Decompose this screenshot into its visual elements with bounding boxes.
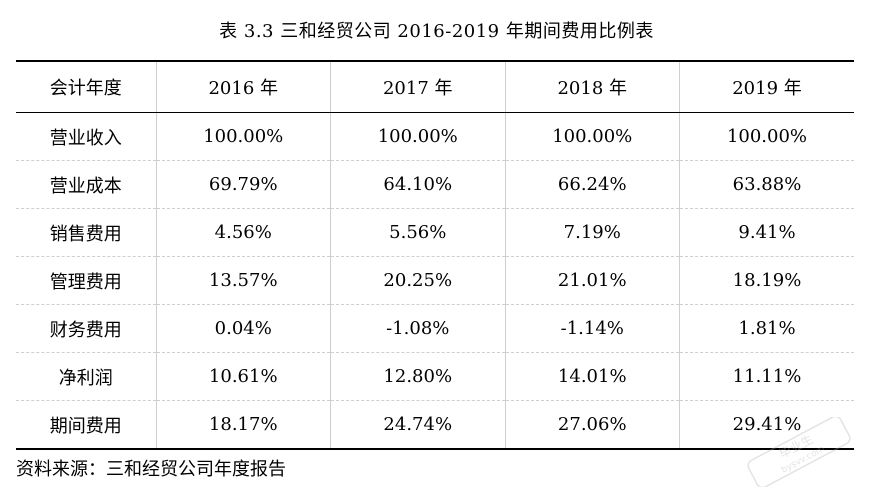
table-cell: 21.01% [505,256,680,305]
row-label: 财务费用 [16,304,157,353]
table-cell: 18.17% [156,400,331,450]
site-watermark: 毕业生 bysvv.com [747,417,851,487]
expense-ratio-table: 会计年度 2016 年 2017 年 2018 年 2019 年 营业收入 10… [16,60,854,450]
table-cell: 18.19% [679,256,854,305]
table-cell: 7.19% [505,208,680,257]
header-cell-2019: 2019 年 [679,60,854,113]
table-cell: 9.41% [679,208,854,257]
table-cell: 20.25% [330,256,506,305]
table-cell: -1.08% [330,304,506,353]
row-label: 净利润 [16,352,157,401]
table-cell: 100.00% [156,112,331,161]
source-note: 资料来源：三和经贸公司年度报告 [16,459,286,480]
row-label: 管理费用 [16,256,157,305]
table-cell: 10.61% [156,352,331,401]
header-cell-2016: 2016 年 [156,60,331,113]
table-cell: 0.04% [156,304,331,353]
header-cell-fiscal-year: 会计年度 [16,60,157,113]
watermark-frame [747,417,851,487]
header-cell-2018: 2018 年 [505,60,680,113]
table-cell: 4.56% [156,208,331,257]
table-row: 营业收入 100.00% 100.00% 100.00% 100.00% [16,112,854,161]
row-label: 销售费用 [16,208,157,257]
table-cell: 27.06% [505,400,680,450]
row-label: 营业成本 [16,160,157,209]
table-cell: 11.11% [679,352,854,401]
table-row: 净利润 10.61% 12.80% 14.01% 11.11% [16,352,854,401]
row-label: 期间费用 [16,400,157,450]
table-row: 管理费用 13.57% 20.25% 21.01% 18.19% [16,256,854,305]
table-cell: 24.74% [330,400,506,450]
table-row: 销售费用 4.56% 5.56% 7.19% 9.41% [16,208,854,257]
table-cell: 100.00% [679,112,854,161]
table-cell: 100.00% [505,112,680,161]
table-row: 财务费用 0.04% -1.08% -1.14% 1.81% [16,304,854,353]
table-cell: 13.57% [156,256,331,305]
table-cell: 5.56% [330,208,506,257]
table-cell: 1.81% [679,304,854,353]
table-cell: 100.00% [330,112,506,161]
table-row: 营业成本 69.79% 64.10% 66.24% 63.88% [16,160,854,209]
table-cell: 63.88% [679,160,854,209]
row-label: 营业收入 [16,112,157,161]
table-cell: 14.01% [505,352,680,401]
table-cell: 66.24% [505,160,680,209]
table-row: 期间费用 18.17% 24.74% 27.06% 29.41% [16,400,854,450]
header-cell-2017: 2017 年 [330,60,506,113]
table-caption: 表 3.3 三和经贸公司 2016-2019 年期间费用比例表 [219,21,654,42]
table-cell: 29.41% [679,400,854,450]
table-cell: -1.14% [505,304,680,353]
table-header-row: 会计年度 2016 年 2017 年 2018 年 2019 年 [16,60,854,113]
table-cell: 64.10% [330,160,506,209]
table-cell: 12.80% [330,352,506,401]
table-cell: 69.79% [156,160,331,209]
